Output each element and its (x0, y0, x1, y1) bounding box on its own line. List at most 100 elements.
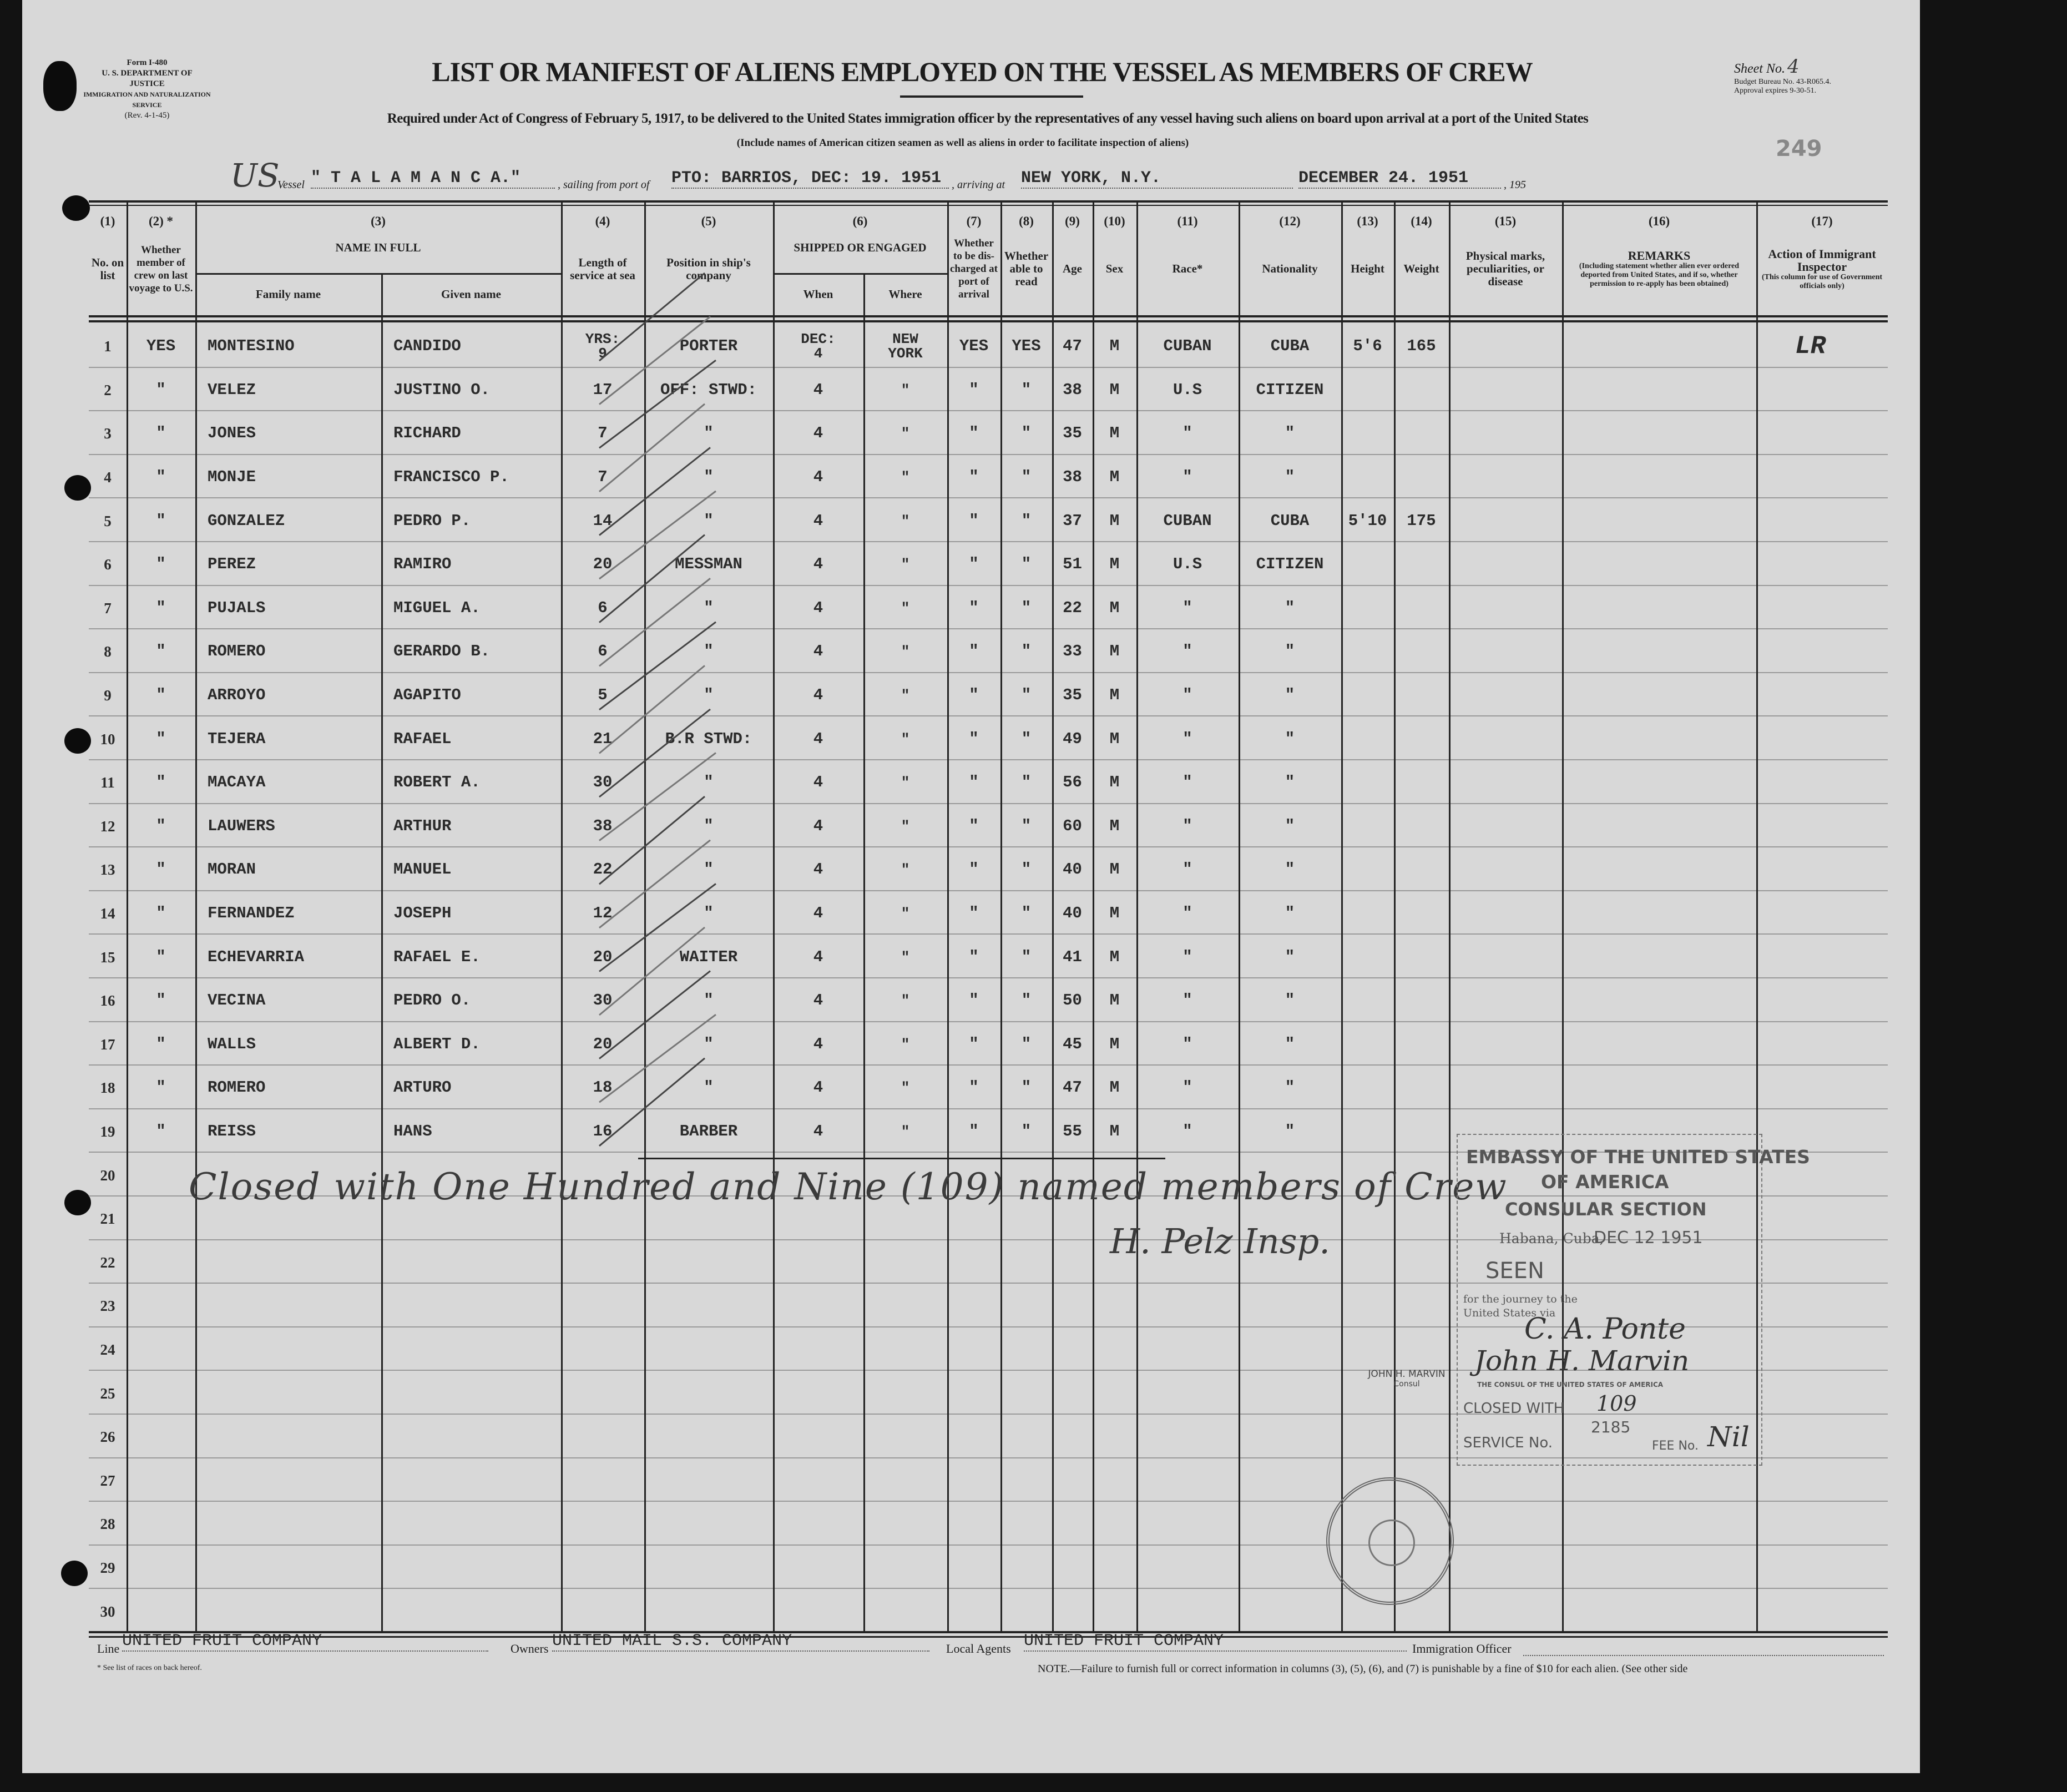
cell-length: 20 (593, 947, 613, 966)
row-rule (89, 497, 1888, 499)
cell-family: JONES (208, 424, 256, 443)
budget-bureau: Budget Bureau No. 43-R065.4. (1734, 78, 1831, 86)
cell-where: " (901, 948, 910, 966)
cell-age: 47 (1063, 1078, 1082, 1097)
cell-nationality: " (1285, 424, 1295, 443)
cell-family: TEJERA (208, 729, 266, 748)
table-top-rule (89, 200, 1888, 203)
cell-where: " (901, 687, 910, 704)
column-subheader: Given name (441, 287, 501, 301)
cell-discharged: " (969, 1122, 979, 1141)
cell-read: " (1021, 642, 1032, 661)
cell-race: " (1182, 816, 1192, 835)
row-rule (89, 1108, 1888, 1109)
stamp-place: Habana, Cuba, (1499, 1230, 1604, 1246)
cell-family: VELEZ (208, 380, 256, 399)
cell-nationality: " (1285, 904, 1295, 923)
column-number: (17) (1811, 214, 1833, 228)
approval-expiry: Approval expires 9-30-51. (1734, 87, 1817, 95)
row-number: 16 (100, 992, 115, 1009)
row-rule (89, 628, 1888, 630)
column-header: (4) Length of service at sea (561, 200, 644, 315)
name-subheader-rule (195, 273, 561, 275)
cell-last-voyage: " (156, 511, 166, 530)
column-rule (773, 200, 775, 1631)
closed-label: CLOSED WITH (1463, 1400, 1565, 1417)
column-header: (14) Weight (1394, 200, 1449, 315)
row-number: 23 (100, 1298, 115, 1315)
column-header: (6) SHIPPED OR ENGAGED (773, 200, 947, 273)
column-label: SHIPPED OR ENGAGED (794, 241, 927, 254)
cell-nationality: " (1285, 468, 1295, 487)
stamp-line1: EMBASSY OF THE UNITED STATES (1466, 1146, 1810, 1168)
cell-discharged: " (969, 598, 979, 617)
cell-when: 4 (813, 1034, 823, 1053)
column-rule (1136, 200, 1138, 1631)
cell-read: " (1021, 860, 1032, 879)
cell-read: YES (1012, 337, 1041, 356)
column-header: (1) No. on list (89, 200, 127, 315)
cell-where: " (901, 774, 910, 791)
cell-age: 56 (1063, 773, 1082, 792)
column-number: (9) (1065, 214, 1080, 228)
row-rule (89, 1370, 1888, 1371)
column-rule (1000, 200, 1002, 1631)
cell-given: ARTHUR (393, 816, 452, 835)
row-rule (89, 1501, 1888, 1502)
cell-family: REISS (208, 1122, 256, 1141)
cell-read: " (1021, 555, 1032, 574)
column-label: NAME IN FULL (335, 241, 421, 254)
cell-family: PUJALS (208, 598, 266, 617)
cell-age: 37 (1063, 511, 1082, 530)
row-rule (89, 846, 1888, 848)
line-label: Line (97, 1642, 120, 1655)
cell-length: 7 (598, 468, 608, 487)
column-number: (7) (966, 214, 982, 228)
cell-length: 30 (593, 991, 613, 1010)
cell-discharged: " (969, 1078, 979, 1097)
cell-length: 20 (593, 555, 613, 574)
consul-line: THE CONSUL OF THE UNITED STATES OF AMERI… (1477, 1381, 1664, 1389)
cell-discharged: " (969, 642, 979, 661)
header-bottom-rule (89, 320, 1888, 322)
row-number: 24 (100, 1341, 115, 1359)
row-number: 29 (100, 1559, 115, 1577)
form-number: Form I-480 (127, 58, 168, 67)
cell-age: 40 (1063, 860, 1082, 879)
cell-sex: M (1109, 1122, 1120, 1141)
cell-position: WAITER (679, 947, 738, 966)
cell-where: " (901, 817, 910, 835)
row-rule (89, 1588, 1888, 1589)
column-rule (1341, 200, 1343, 1631)
cell-family: WALLS (208, 1034, 256, 1053)
cell-when: 4 (813, 555, 823, 574)
column-label: Race* (1172, 262, 1203, 275)
row-rule (89, 1457, 1888, 1458)
owners-value: UNITED MAIL S.S. COMPANY (552, 1632, 929, 1652)
cell-family: ROMERO (208, 642, 266, 661)
cell-when: 4 (813, 729, 823, 748)
column-number: (12) (1279, 214, 1301, 228)
cell-when: 4 (813, 642, 823, 661)
row-rule (89, 672, 1888, 673)
cell-last-voyage: " (156, 904, 166, 923)
arriving-at: NEW YORK, N.Y. (1021, 169, 1293, 189)
agents-value: UNITED FRUIT COMPANY (1024, 1632, 1407, 1652)
cell-race: " (1182, 947, 1192, 966)
cell-sex: M (1109, 991, 1120, 1010)
row-rule (89, 890, 1888, 891)
footer: Line UNITED FRUIT COMPANY Owners UNITED … (97, 1632, 1901, 1676)
row-rule (89, 410, 1888, 412)
cell-length: 5 (598, 686, 608, 705)
cell-position: B.R STWD: (665, 729, 752, 748)
cell-race: " (1182, 468, 1192, 487)
cell-height: 5'10 (1348, 511, 1387, 530)
column-subheader: Where (888, 287, 922, 301)
row-number: 6 (104, 556, 112, 573)
cell-nationality: " (1285, 729, 1295, 748)
column-rule (195, 200, 197, 1631)
end-of-list-rule (638, 1158, 1165, 1159)
stamp-number: 249 (1776, 136, 1822, 161)
column-number: (11) (1177, 214, 1198, 228)
row-number: 10 (100, 730, 115, 748)
